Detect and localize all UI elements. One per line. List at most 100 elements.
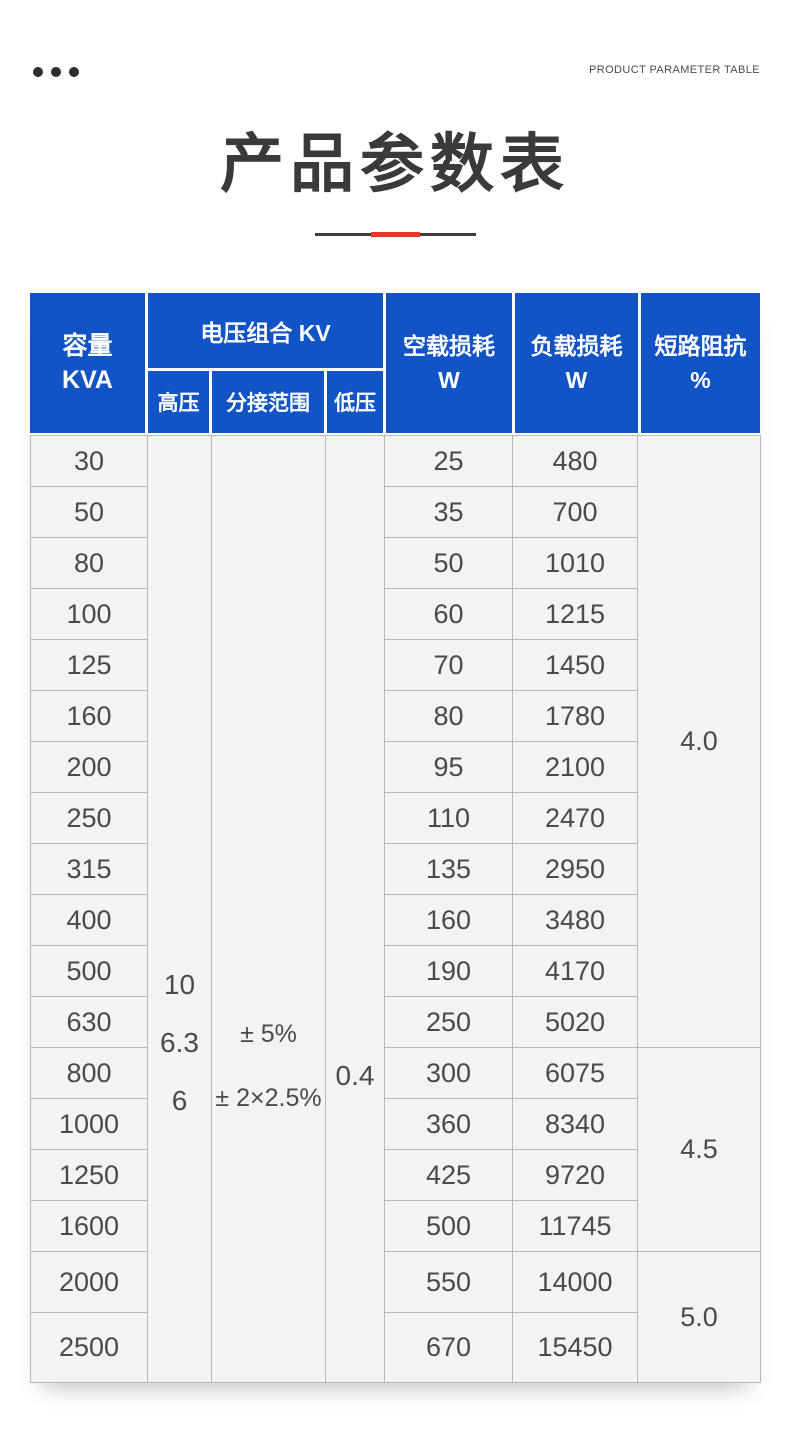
low-voltage-wrap: 0.4 [326,728,384,1090]
high-voltage-value: 6 [171,1084,188,1116]
capacity-cell: 80 [30,537,148,589]
dot-icon [51,67,61,77]
divider-accent [370,232,420,237]
load-loss-cell: 11745 [512,1200,638,1252]
no-load-loss-cell: 135 [384,843,513,895]
tap-range-cell: ± 5% ± 2×2.5% [211,435,326,1383]
table-row: 800 300 6075 4.5 [30,1047,761,1252]
header-no-load-loss-line2: W [438,367,460,393]
no-load-loss-cell: 80 [384,690,513,742]
table-row: 500 190 4170 [30,945,761,997]
high-voltage-value: 10 [163,968,196,1000]
load-loss-cell: 700 [512,486,638,538]
capacity-cell: 2500 [30,1312,148,1383]
header-caption: PRODUCT PARAMETER TABLE [589,64,760,76]
title-divider [314,232,476,238]
capacity-cell: 500 [30,945,148,997]
capacity-cell: 315 [30,843,148,895]
capacity-cell: 125 [30,639,148,691]
table-row: 30 10 6.3 6 ± 5% ± 2×2.5% 0.4 25 480 4.0 [30,435,761,1383]
load-loss-cell: 9720 [512,1149,638,1201]
header-high-voltage: 高压 [148,371,209,433]
high-voltage-cell: 10 6.3 6 [147,435,212,1383]
no-load-loss-cell: 95 [384,741,513,793]
high-voltage-values: 10 6.3 6 [148,704,211,1115]
header-capacity-line1: 容量 [62,332,113,360]
impedance-cell: 4.0 [637,435,761,1048]
capacity-cell: 1250 [30,1149,148,1201]
table-row: 315 135 2950 [30,843,761,895]
header-impedance-line2: % [690,367,711,393]
header-no-load-loss-line1: 空载损耗 [403,333,495,359]
table-row: 80 50 1010 [30,537,761,589]
no-load-loss-cell: 160 [384,894,513,946]
load-loss-cell: 480 [512,435,638,487]
table-row: 160 80 1780 [30,690,761,742]
header-load-loss-line1: 负载损耗 [530,333,623,359]
header-low-voltage: 低压 [327,371,383,433]
page-title: 产品参数表 [220,128,570,200]
no-load-loss-cell: 550 [384,1251,513,1313]
product-parameter-table: 容量 KVA 电压组合 KV 高压 分接范围 低压 空载损耗 W 负载损耗 W … [30,293,761,1383]
load-loss-cell: 2950 [512,843,638,895]
header-tap-range: 分接范围 [212,371,324,433]
load-loss-cell: 4170 [512,945,638,997]
low-voltage-cell: 0.4 [325,435,385,1383]
capacity-cell: 400 [30,894,148,946]
no-load-loss-cell: 60 [384,588,513,640]
tap-range-value: ± 5% [240,1020,297,1048]
title-block: 产品参数表 [0,126,790,238]
header-capacity-line2: KVA [62,366,113,394]
load-loss-cell: 2470 [512,792,638,844]
load-loss-cell: 8340 [512,1098,638,1150]
no-load-loss-cell: 50 [384,537,513,589]
table-row: 1000 360 8340 [30,1098,761,1150]
impedance-cell: 4.5 [637,1047,761,1252]
capacity-cell: 800 [30,1047,148,1099]
header-no-load-loss: 空载损耗 W [386,293,512,433]
header-capacity: 容量 KVA [30,293,145,433]
no-load-loss-cell: 35 [384,486,513,538]
capacity-cell: 2000 [30,1251,148,1313]
load-loss-cell: 5020 [512,996,638,1048]
table-row: 1600 500 11745 [30,1200,761,1252]
load-loss-cell: 1780 [512,690,638,742]
table-body: 30 10 6.3 6 ± 5% ± 2×2.5% 0.4 25 480 4.0 50 35 700 80… [30,435,761,1383]
table-row: 200 95 2100 [30,741,761,793]
low-voltage-value: 0.4 [335,1060,375,1091]
no-load-loss-cell: 25 [384,435,513,487]
table-row: 100 60 1215 [30,588,761,640]
table-row: 1250 425 9720 [30,1149,761,1201]
header-load-loss: 负载损耗 W [515,293,638,433]
table-row: 630 250 5020 [30,996,761,1048]
load-loss-cell: 15450 [512,1312,638,1383]
header-load-loss-line2: W [565,367,588,393]
no-load-loss-cell: 190 [384,945,513,997]
capacity-cell: 1000 [30,1098,148,1150]
capacity-cell: 30 [30,435,148,487]
high-voltage-value: 6.3 [160,1026,199,1058]
no-load-loss-cell: 110 [384,792,513,844]
no-load-loss-cell: 250 [384,996,513,1048]
table-row: 2000 550 14000 5.0 [30,1251,761,1383]
capacity-cell: 100 [30,588,148,640]
load-loss-cell: 3480 [512,894,638,946]
dot-icon [69,67,79,77]
capacity-cell: 50 [30,486,148,538]
load-loss-cell: 1215 [512,588,638,640]
load-loss-cell: 14000 [512,1251,638,1313]
capacity-cell: 200 [30,741,148,793]
load-loss-cell: 1010 [512,537,638,589]
no-load-loss-cell: 425 [384,1149,513,1201]
header-impedance-line1: 短路阻抗 [654,333,747,359]
load-loss-cell: 1450 [512,639,638,691]
table-row: 250 110 2470 [30,792,761,844]
table-row: 2500 670 15450 [30,1312,761,1383]
load-loss-cell: 2100 [512,741,638,793]
no-load-loss-cell: 360 [384,1098,513,1150]
table-row: 50 35 700 [30,486,761,538]
capacity-cell: 630 [30,996,148,1048]
tap-range-values: ± 5% ± 2×2.5% [212,706,325,1112]
ellipsis-icon [33,67,79,77]
